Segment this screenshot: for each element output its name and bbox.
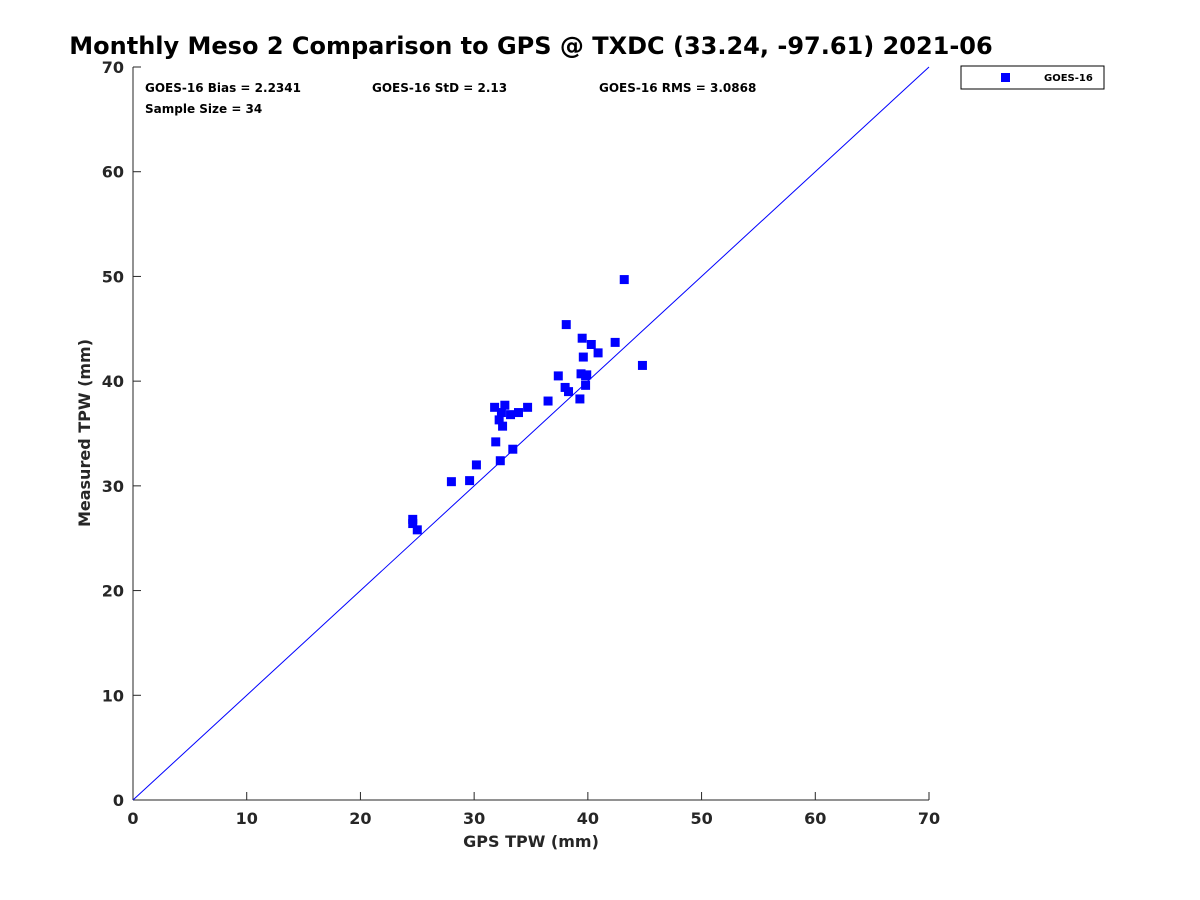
- bias-annotation: GOES-16 Bias = 2.2341: [145, 81, 301, 95]
- y-axis-label: Measured TPW (mm): [75, 339, 94, 527]
- x-axis-label: GPS TPW (mm): [463, 832, 599, 851]
- legend-label-goes16: GOES-16: [1044, 73, 1093, 84]
- data-point-goes16: [496, 408, 506, 418]
- data-point-goes16: [506, 410, 516, 420]
- y-tick-label: 40: [102, 372, 124, 391]
- data-point-goes16: [513, 408, 523, 418]
- data-point-goes16: [543, 396, 553, 406]
- rms-annotation: GOES-16 RMS = 3.0868: [599, 81, 756, 95]
- x-tick-label: 40: [577, 809, 599, 828]
- data-point-goes16: [637, 360, 647, 370]
- x-tick-label: 0: [127, 809, 138, 828]
- sample-size-annotation: Sample Size = 34: [145, 102, 262, 116]
- legend: GOES-16: [960, 65, 1105, 90]
- y-tick-label: 30: [102, 477, 124, 496]
- data-point-goes16: [508, 444, 518, 454]
- data-point-goes16: [575, 394, 585, 404]
- data-point-goes16: [465, 476, 475, 486]
- legend-box: [960, 65, 1105, 90]
- data-point-goes16: [593, 348, 603, 358]
- x-tick-label: 70: [918, 809, 940, 828]
- x-tick-label: 30: [463, 809, 485, 828]
- data-point-goes16: [495, 456, 505, 466]
- data-point-goes16: [586, 339, 596, 349]
- data-point-goes16: [491, 437, 501, 447]
- data-point-goes16: [500, 400, 510, 410]
- data-point-goes16: [498, 421, 508, 431]
- data-point-goes16: [578, 352, 588, 362]
- data-point-goes16: [582, 370, 592, 380]
- x-tick-label: 60: [804, 809, 826, 828]
- data-point-goes16: [564, 387, 574, 397]
- legend-marker-goes16: [1001, 73, 1010, 82]
- data-point-goes16: [412, 525, 422, 535]
- data-point-goes16: [490, 402, 500, 412]
- data-point-goes16: [577, 333, 587, 343]
- one-to-one-line: [132, 66, 930, 801]
- data-point-goes16: [523, 402, 533, 412]
- data-point-goes16: [471, 460, 481, 470]
- x-tick-label: 50: [690, 809, 712, 828]
- data-point-goes16: [581, 380, 591, 390]
- std-annotation: GOES-16 StD = 2.13: [372, 81, 507, 95]
- y-tick-label: 10: [102, 686, 124, 705]
- chart-title: Monthly Meso 2 Comparison to GPS @ TXDC …: [69, 32, 992, 60]
- y-tick-label: 50: [102, 267, 124, 286]
- data-point-goes16: [610, 337, 620, 347]
- data-point-goes16: [553, 371, 563, 381]
- plot-area: 0 10 20 30 40 50 60 70 0 10 20 30 40 50 60 70: [102, 58, 940, 828]
- y-tick-label: 20: [102, 582, 124, 601]
- data-point-goes16: [619, 275, 629, 285]
- y-tick-label: 60: [102, 163, 124, 182]
- y-tick-label: 0: [113, 791, 124, 810]
- data-point-goes16: [446, 477, 456, 487]
- x-tick-label: 10: [236, 809, 258, 828]
- data-point-goes16: [408, 519, 418, 529]
- data-point-goes16: [561, 320, 571, 330]
- data-point-goes16: [494, 415, 504, 425]
- x-tick-label: 20: [349, 809, 371, 828]
- data-point-goes16: [576, 369, 586, 379]
- y-tick-label: 70: [102, 58, 124, 77]
